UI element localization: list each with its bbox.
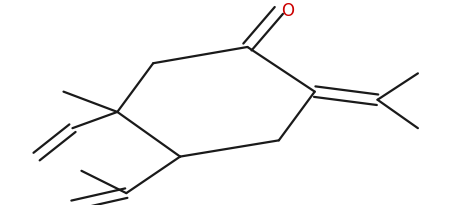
- Text: O: O: [281, 2, 294, 20]
